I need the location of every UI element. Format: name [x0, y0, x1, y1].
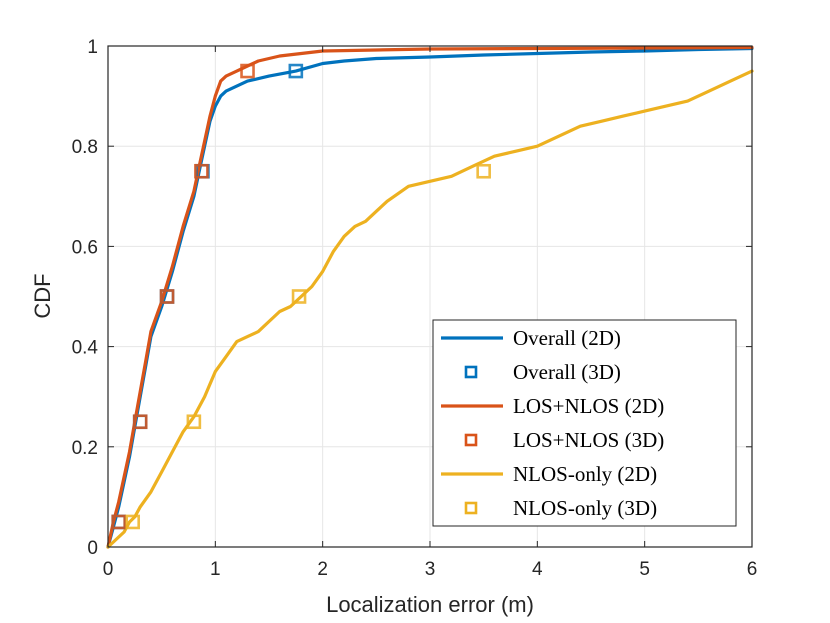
- series-marker-3: [240, 63, 255, 79]
- series-marker-5: [476, 163, 491, 179]
- legend-label: LOS+NLOS (3D): [513, 428, 664, 452]
- x-tick-label: 5: [639, 559, 650, 580]
- series-line-4: [106, 69, 754, 549]
- legend-label: Overall (3D): [513, 360, 621, 384]
- legend-label: NLOS-only (3D): [513, 496, 657, 520]
- x-axis-title: Localization error (m): [326, 592, 534, 617]
- tick-labels: 0 1 2 3 4 5 6 0 0.2 0.4 0.6 0.8 1: [72, 37, 758, 580]
- y-axis-title: CDF: [30, 273, 55, 318]
- series-marker-5: [291, 289, 307, 304]
- series-marker-5: [186, 414, 202, 430]
- x-tick-label: 4: [532, 559, 543, 580]
- series-marker-1: [288, 63, 304, 79]
- y-tick-label: 0: [87, 538, 98, 559]
- series-marker-3: [132, 414, 148, 430]
- y-tick-label: 1: [87, 37, 98, 58]
- y-tick-label: 0.8: [72, 137, 98, 158]
- axis-ticks: [107, 45, 753, 548]
- x-tick-label: 0: [103, 559, 114, 580]
- legend: Overall (2D) Overall (3D) LOS+NLOS (2D) LOS…: [432, 319, 737, 527]
- series-marker-3: [111, 514, 127, 530]
- series-marker-3: [159, 289, 175, 304]
- legend-label: LOS+NLOS (2D): [513, 394, 664, 418]
- legend-swatch-marker: [464, 365, 478, 379]
- series-marker-5: [125, 514, 140, 530]
- x-tick-label: 2: [317, 559, 328, 580]
- legend-swatch-marker: [464, 501, 478, 515]
- legend-box: [432, 319, 737, 527]
- legend-label: NLOS-only (2D): [513, 462, 657, 486]
- legend-swatch-marker: [464, 433, 478, 447]
- y-tick-label: 0.6: [72, 237, 98, 258]
- x-tick-label: 3: [425, 559, 436, 580]
- y-tick-label: 0.2: [72, 438, 98, 459]
- x-tick-label: 1: [210, 559, 221, 580]
- legend-label: Overall (2D): [513, 326, 621, 350]
- series-marker-3: [194, 163, 209, 179]
- y-tick-label: 0.4: [72, 338, 99, 359]
- x-tick-label: 6: [747, 559, 758, 580]
- series-markers: [111, 63, 491, 530]
